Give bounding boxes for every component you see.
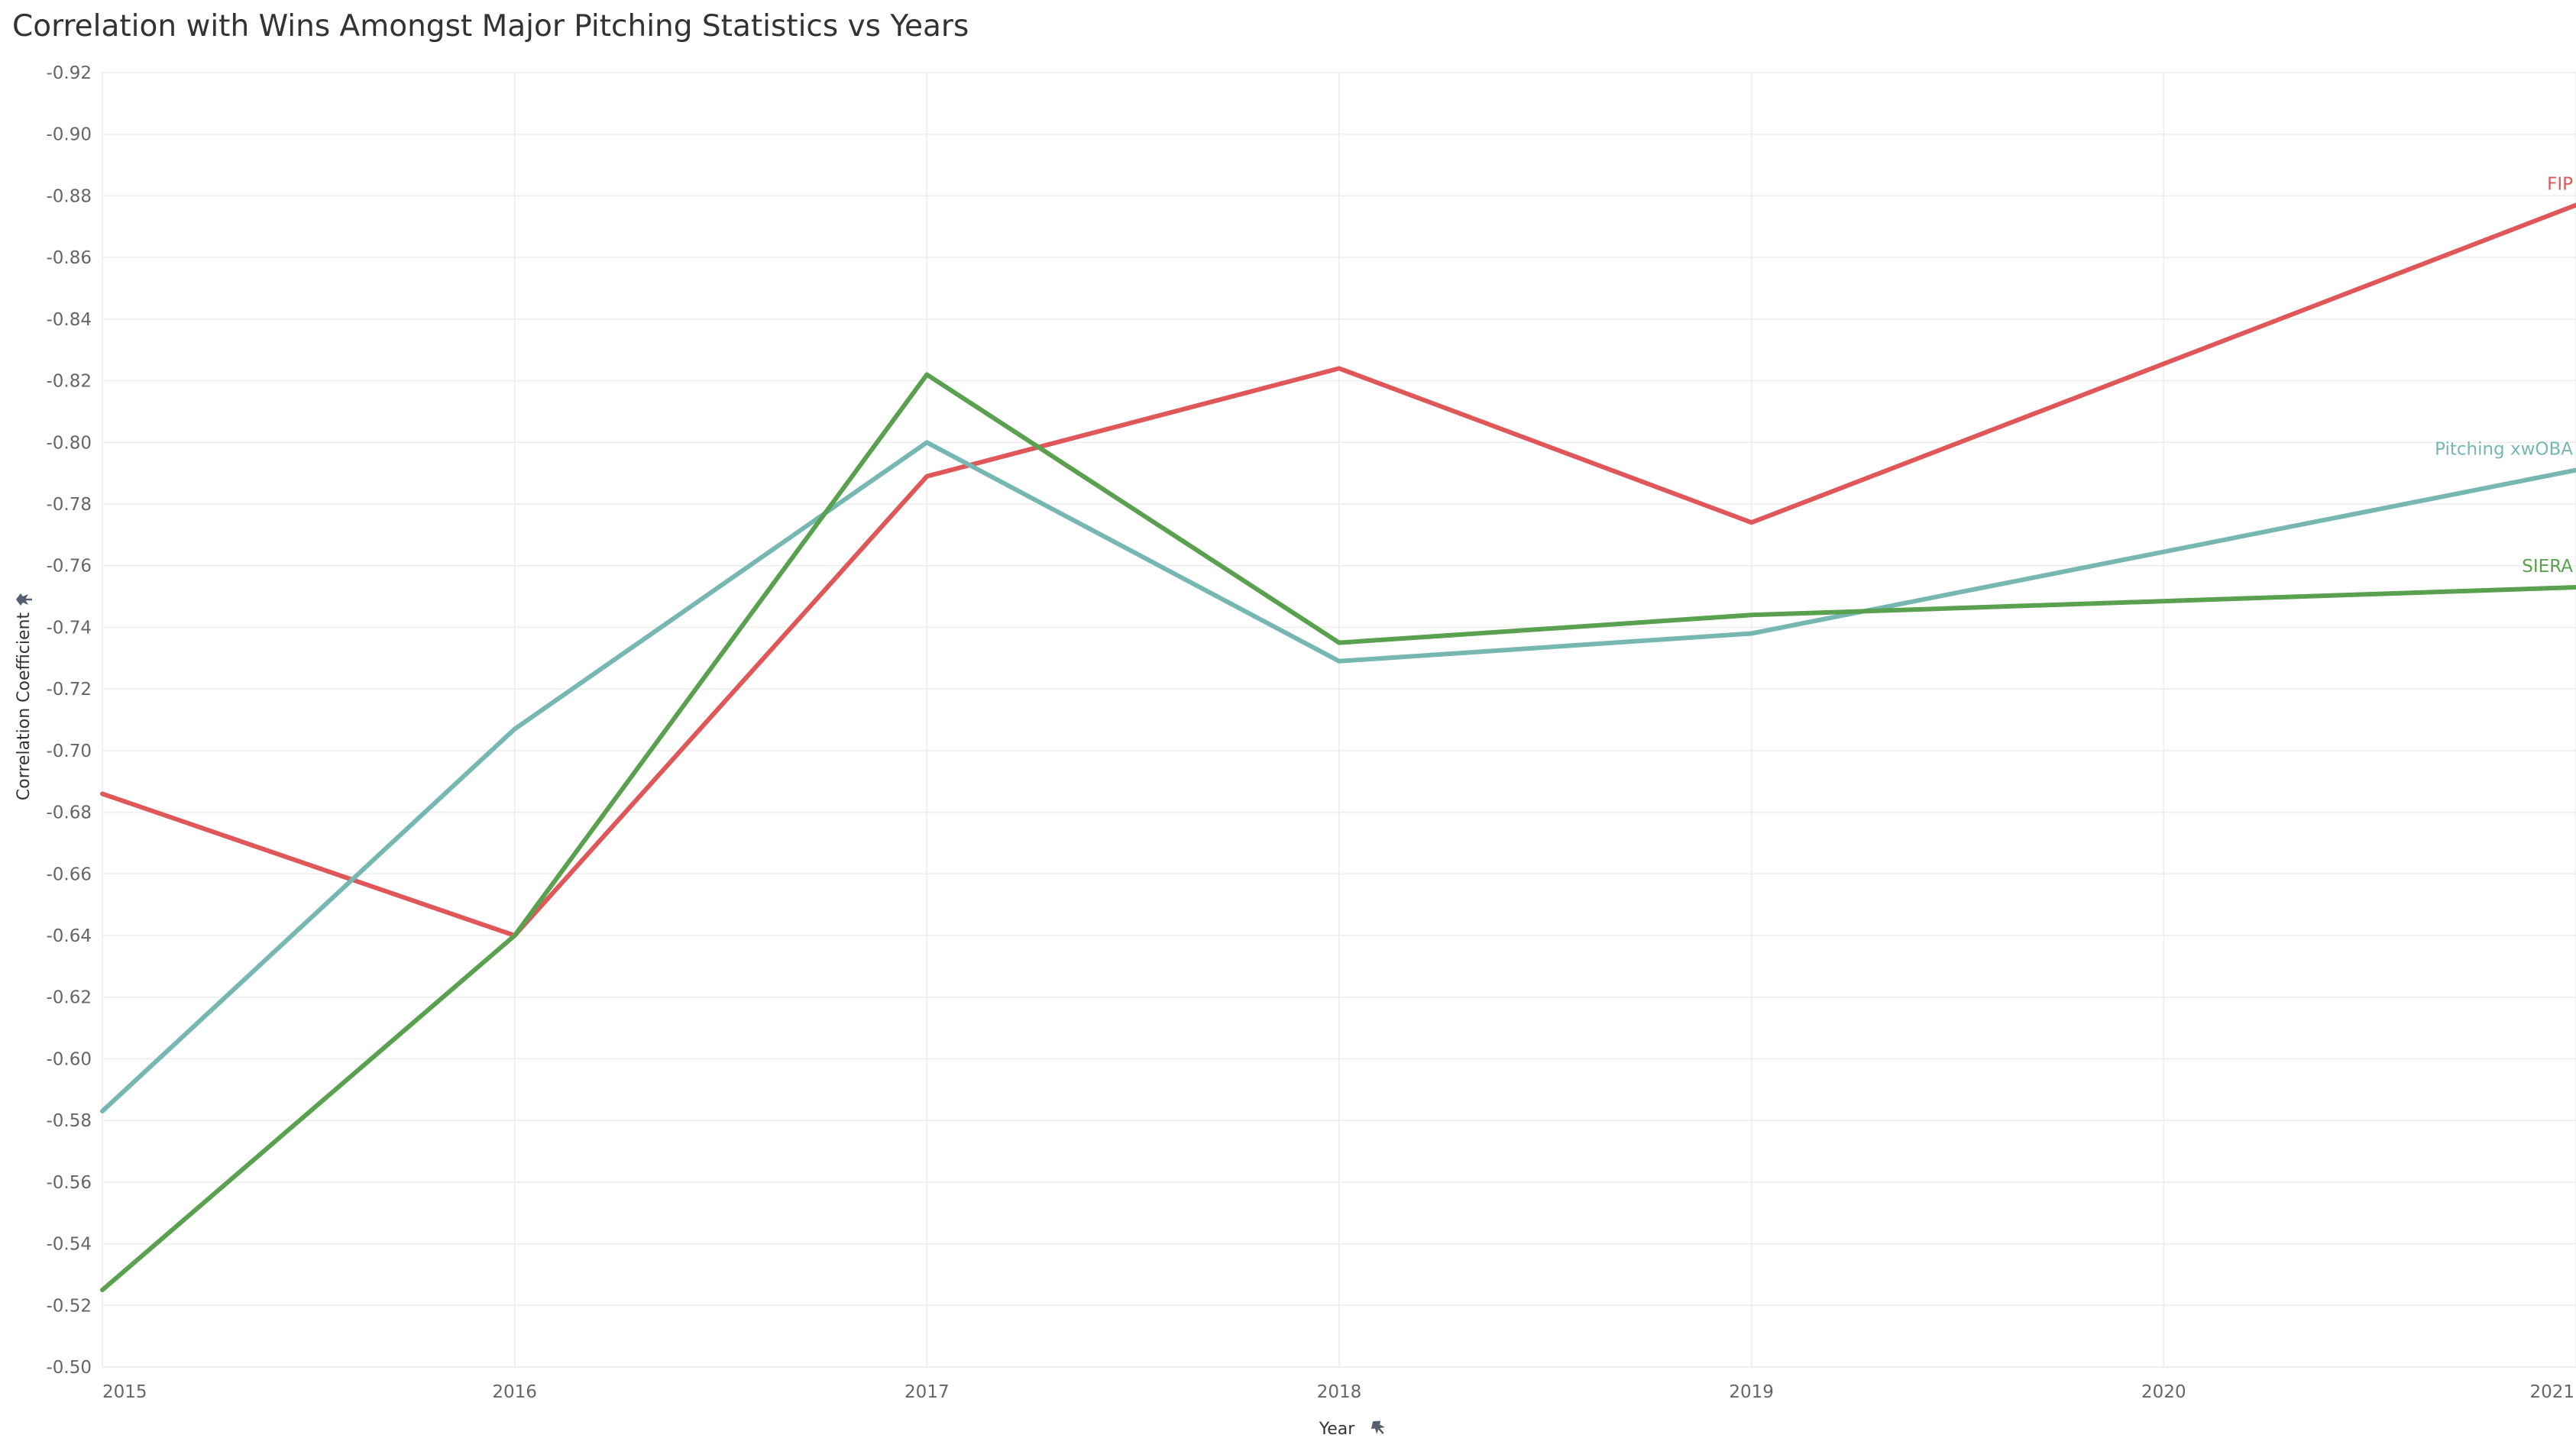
y-tick-label: -0.90 [46,125,92,145]
y-tick-label: -0.62 [46,988,92,1008]
x-axis-title: Year [1319,1420,1356,1439]
y-axis-title-group[interactable]: Correlation Coefficient [15,593,34,800]
series-label: FIP [2547,175,2573,195]
y-tick-label: -0.52 [46,1296,92,1316]
series-line-fip[interactable] [100,202,2576,938]
x-tick-label: 2016 [492,1382,537,1402]
y-tick-label: -0.84 [46,310,92,330]
x-tick-label: 2018 [1317,1382,1362,1402]
y-tick-label: -0.78 [46,495,92,515]
x-axis-title-group[interactable]: Year [1319,1417,1388,1439]
y-tick-label: -0.86 [46,248,92,268]
y-tick-label: -0.50 [46,1358,92,1378]
chart-title: Correlation with Wins Amongst Major Pitc… [12,9,969,44]
pin-icon[interactable] [1368,1417,1388,1437]
x-tick-label: 2020 [2141,1382,2186,1402]
series-labels: FIP Pitching xwOBA SIERA [2435,175,2573,577]
series-lines [100,202,2576,1293]
x-tick-label: 2019 [1729,1382,1774,1402]
pin-icon[interactable] [16,593,32,606]
y-tick-label: -0.60 [46,1049,92,1069]
y-axis-ticks: -0.50 -0.52 -0.54 -0.56 -0.58 -0.60 -0.62 -0.64… [46,63,92,1378]
y-tick-label: -0.82 [46,372,92,392]
y-tick-label: -0.64 [46,926,92,946]
x-tick-label: 2015 [102,1382,147,1402]
x-axis-ticks: 2015 2016 2017 2018 2019 2020 2021 [102,1382,2574,1402]
y-tick-label: -0.56 [46,1173,92,1193]
y-tick-label: -0.70 [46,742,92,761]
y-tick-label: -0.58 [46,1111,92,1131]
y-axis-title: Correlation Coefficient [15,612,34,801]
x-tick-label: 2021 [2529,1382,2574,1402]
y-tick-label: -0.74 [46,618,92,638]
series-label: SIERA [2522,557,2573,577]
y-tick-label: -0.76 [46,557,92,577]
y-tick-label: -0.66 [46,864,92,884]
y-tick-label: -0.72 [46,680,92,700]
y-tick-label: -0.54 [46,1235,92,1255]
series-line-siera[interactable] [100,372,2576,1293]
y-tick-label: -0.80 [46,433,92,453]
y-tick-label: -0.88 [46,186,92,206]
y-tick-label: -0.92 [46,63,92,83]
series-label: Pitching xwOBA [2435,440,2573,460]
y-tick-label: -0.68 [46,803,92,823]
series-line-pitching-xwoba[interactable] [100,440,2576,1113]
grid [102,72,2576,1368]
x-tick-label: 2017 [905,1382,950,1402]
